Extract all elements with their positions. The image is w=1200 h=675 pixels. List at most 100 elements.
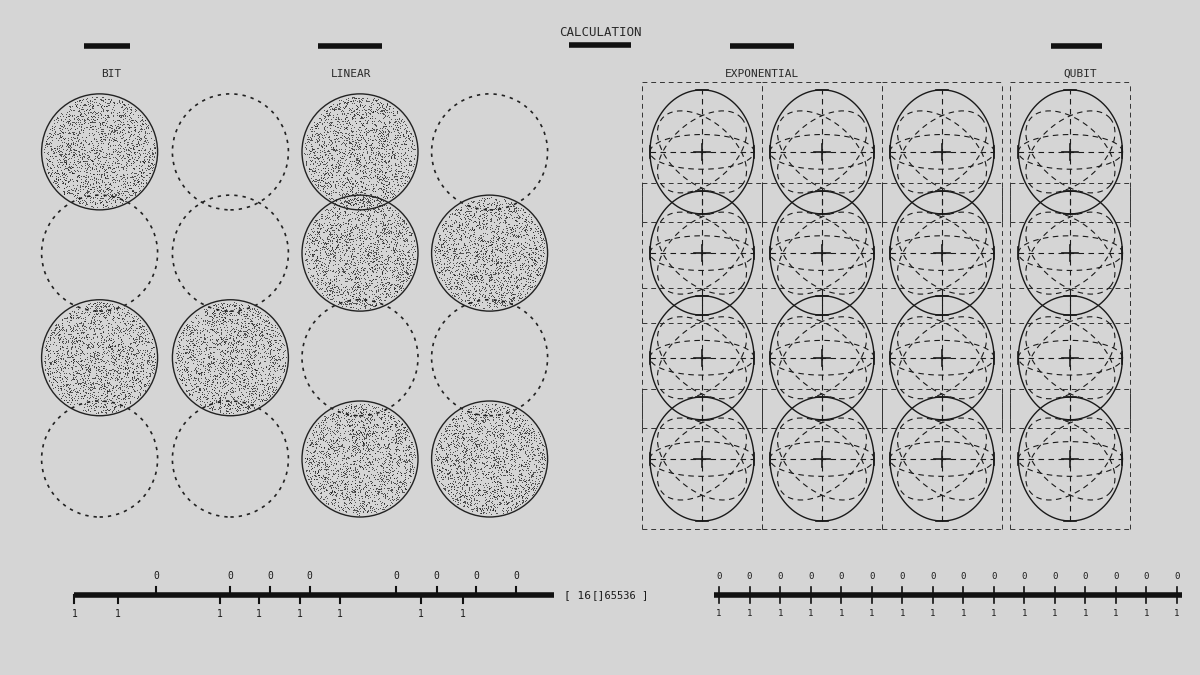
Point xyxy=(101,178,120,188)
Point xyxy=(390,257,409,268)
Point xyxy=(307,227,326,238)
Point xyxy=(400,465,419,476)
Point xyxy=(329,223,348,234)
Point xyxy=(181,380,200,391)
Point xyxy=(60,116,79,127)
Point xyxy=(346,115,365,126)
Point xyxy=(329,267,348,278)
Point xyxy=(452,406,472,416)
Point xyxy=(337,187,356,198)
Point xyxy=(114,385,133,396)
Point xyxy=(493,442,512,453)
Point xyxy=(348,269,367,279)
Point xyxy=(250,358,269,369)
Point xyxy=(296,142,316,153)
Point xyxy=(462,263,481,274)
Point xyxy=(102,347,121,358)
Point xyxy=(125,374,144,385)
Point xyxy=(349,475,368,486)
Point xyxy=(338,442,358,453)
Point xyxy=(372,294,391,305)
Point xyxy=(502,454,521,465)
Point xyxy=(191,383,210,394)
Point xyxy=(144,148,163,159)
Point xyxy=(373,107,392,118)
Point xyxy=(462,418,481,429)
Point xyxy=(60,140,79,151)
Point xyxy=(240,304,259,315)
Point xyxy=(362,429,382,440)
Point xyxy=(106,151,125,162)
Point xyxy=(227,370,246,381)
Point xyxy=(302,146,322,157)
Point xyxy=(488,464,508,475)
Point xyxy=(306,485,325,496)
Point xyxy=(518,215,538,226)
Point xyxy=(330,493,349,504)
Point xyxy=(439,243,458,254)
Point xyxy=(473,209,492,219)
Point xyxy=(329,225,348,236)
Point xyxy=(335,148,354,159)
Point xyxy=(36,342,55,353)
Point xyxy=(122,137,142,148)
Point xyxy=(463,466,482,477)
Point xyxy=(54,168,73,179)
Point xyxy=(530,446,550,457)
Point xyxy=(305,470,324,481)
Point xyxy=(486,427,505,437)
Point xyxy=(240,358,259,369)
Point xyxy=(118,369,137,379)
Point xyxy=(372,238,391,248)
Point xyxy=(91,105,110,116)
Point xyxy=(385,205,404,215)
Point xyxy=(77,153,96,163)
Point xyxy=(305,480,324,491)
Point xyxy=(452,248,472,259)
Point xyxy=(67,367,86,378)
Point xyxy=(139,146,158,157)
Point xyxy=(362,489,382,500)
Point xyxy=(319,207,338,218)
Point xyxy=(62,119,82,130)
Point xyxy=(176,376,196,387)
Point xyxy=(479,271,498,282)
Point xyxy=(355,263,374,273)
Point xyxy=(394,272,413,283)
Point xyxy=(233,344,252,354)
Point xyxy=(185,352,204,362)
Point xyxy=(238,403,257,414)
Point xyxy=(362,456,382,467)
Point xyxy=(340,421,359,432)
Point xyxy=(185,383,204,394)
Point xyxy=(487,234,506,244)
Point xyxy=(463,300,482,310)
Point xyxy=(202,402,221,412)
Point xyxy=(478,504,497,514)
Point xyxy=(61,387,80,398)
Point xyxy=(342,112,361,123)
Point xyxy=(95,356,114,367)
Point xyxy=(475,291,494,302)
Point xyxy=(530,472,550,483)
Point xyxy=(361,144,380,155)
Point xyxy=(86,373,106,383)
Point xyxy=(218,376,238,387)
Point xyxy=(515,418,534,429)
Point xyxy=(485,223,504,234)
Point xyxy=(379,483,398,493)
Point xyxy=(114,379,133,389)
Point xyxy=(223,374,242,385)
Point xyxy=(238,358,257,369)
Point xyxy=(167,361,186,372)
Point xyxy=(367,173,386,184)
Point xyxy=(192,319,211,330)
Point xyxy=(262,380,281,391)
Point xyxy=(344,437,364,448)
Point xyxy=(361,507,380,518)
Point xyxy=(60,140,79,151)
Point xyxy=(494,275,514,286)
Point xyxy=(385,478,404,489)
Point xyxy=(511,433,530,444)
Point xyxy=(125,125,144,136)
